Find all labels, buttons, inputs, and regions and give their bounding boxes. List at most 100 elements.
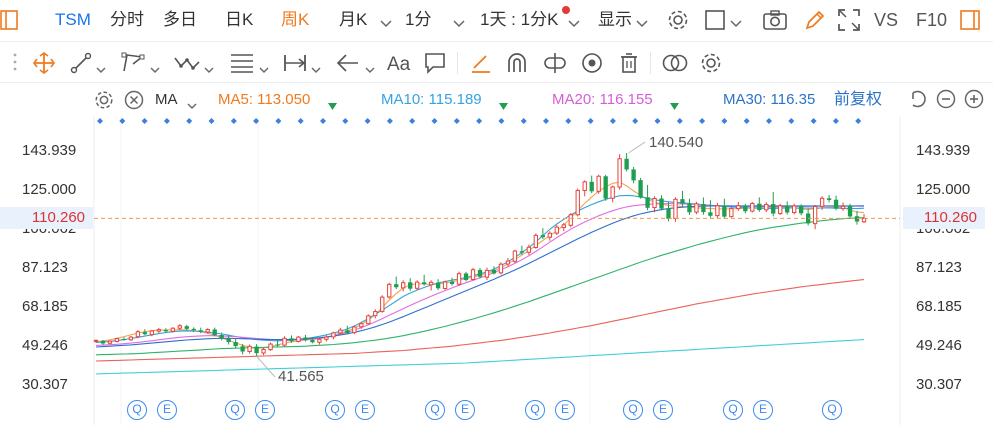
undo-icon[interactable] bbox=[908, 89, 928, 114]
event-marker-e[interactable]: E bbox=[255, 400, 275, 420]
candle-body bbox=[757, 203, 762, 211]
chevron-down-icon[interactable] bbox=[259, 61, 269, 79]
adjust-mode-button[interactable]: 前复权 bbox=[834, 91, 883, 108]
indicator-close-icon[interactable] bbox=[124, 90, 144, 115]
period-tab-multiday[interactable]: 多日 bbox=[163, 10, 197, 29]
dividend-marker bbox=[386, 118, 393, 124]
settings-icon[interactable] bbox=[667, 9, 689, 36]
event-marker-q[interactable]: Q bbox=[127, 400, 147, 420]
trend-line-icon[interactable] bbox=[70, 52, 92, 79]
chevron-down-icon[interactable] bbox=[568, 15, 580, 33]
drag-handle-icon[interactable] bbox=[13, 52, 17, 77]
pen-tool-icon[interactable] bbox=[470, 52, 492, 79]
fullscreen-icon[interactable] bbox=[838, 9, 860, 36]
event-marker-e[interactable]: E bbox=[753, 400, 773, 420]
event-marker-e[interactable]: E bbox=[653, 400, 673, 420]
eye-icon[interactable] bbox=[581, 52, 603, 79]
event-marker-q[interactable]: Q bbox=[822, 400, 842, 420]
symbol-label[interactable]: TSM bbox=[55, 10, 91, 29]
chevron-down-icon[interactable] bbox=[636, 15, 648, 33]
link-icon[interactable] bbox=[543, 52, 567, 79]
draw-settings-icon[interactable] bbox=[700, 52, 722, 79]
zoom-in-icon[interactable] bbox=[964, 89, 984, 114]
candle-body bbox=[100, 340, 106, 344]
event-marker-e[interactable]: E bbox=[455, 400, 475, 420]
camera-icon[interactable] bbox=[763, 10, 787, 35]
candle-body bbox=[638, 180, 643, 198]
wave-tool-icon[interactable] bbox=[174, 52, 200, 79]
multiday-select[interactable]: 1天 : 1分K bbox=[480, 10, 559, 29]
chevron-down-icon[interactable] bbox=[730, 15, 742, 33]
f10-button[interactable]: F10 bbox=[916, 10, 948, 30]
chevron-down-icon[interactable] bbox=[150, 61, 160, 79]
event-marker-q[interactable]: Q bbox=[623, 400, 643, 420]
chevron-down-icon[interactable] bbox=[453, 15, 465, 33]
event-marker-q[interactable]: Q bbox=[325, 400, 345, 420]
trash-icon[interactable] bbox=[618, 52, 640, 79]
event-marker-e[interactable]: E bbox=[157, 400, 177, 420]
cross-move-icon[interactable] bbox=[33, 52, 55, 79]
display-menu[interactable]: 显示 bbox=[598, 10, 632, 29]
candle-body bbox=[847, 206, 853, 217]
sidebar-toggle-icon[interactable] bbox=[0, 10, 18, 30]
candle-body bbox=[596, 175, 601, 192]
period-tab-intraday[interactable]: 分时 bbox=[110, 10, 144, 29]
fibonacci-tool-icon[interactable] bbox=[230, 52, 254, 79]
range-tool-icon[interactable] bbox=[283, 52, 307, 79]
period-tab-weekly[interactable]: 周K bbox=[281, 10, 310, 29]
y-tick-right: 68.185 bbox=[916, 298, 962, 315]
candle-body bbox=[785, 205, 790, 213]
y-tick-left: 125.000 bbox=[22, 181, 77, 198]
indicator-settings-icon[interactable] bbox=[94, 90, 114, 115]
event-marker-q[interactable]: Q bbox=[225, 400, 245, 420]
candle-body bbox=[603, 176, 608, 199]
candle-body bbox=[359, 323, 364, 328]
event-marker-e[interactable]: E bbox=[555, 400, 575, 420]
compare-vs-button[interactable]: VS bbox=[874, 10, 899, 30]
y-tick-left: 143.939 bbox=[22, 142, 77, 159]
triangle-down-icon[interactable] bbox=[499, 97, 508, 115]
event-marker-q[interactable]: Q bbox=[425, 400, 445, 420]
text-tool-icon[interactable]: Aa bbox=[386, 52, 412, 79]
candle-body bbox=[212, 329, 217, 336]
new-dot-icon bbox=[562, 6, 570, 14]
zoom-out-icon[interactable] bbox=[936, 89, 956, 114]
event-marker-e[interactable]: E bbox=[355, 400, 375, 420]
y-tick-left: 68.185 bbox=[22, 298, 68, 315]
candle-body bbox=[666, 208, 671, 219]
layout-square-icon[interactable] bbox=[705, 10, 725, 35]
candle-body bbox=[261, 348, 266, 354]
arrow-tool-icon[interactable] bbox=[336, 52, 360, 79]
chevron-down-icon[interactable] bbox=[311, 61, 321, 79]
candle-body bbox=[205, 328, 210, 333]
event-marker-q[interactable]: Q bbox=[723, 400, 743, 420]
dividend-marker bbox=[208, 118, 215, 124]
dividend-marker bbox=[632, 118, 639, 124]
minute-select[interactable]: 1分 bbox=[405, 10, 432, 29]
chevron-down-icon[interactable] bbox=[204, 61, 214, 79]
dividend-marker bbox=[141, 118, 148, 124]
candle-body bbox=[380, 296, 385, 312]
indicator-name[interactable]: MA bbox=[155, 91, 178, 108]
candle-body bbox=[163, 330, 168, 332]
candle-body bbox=[289, 338, 294, 342]
pencil-icon[interactable] bbox=[804, 9, 826, 36]
chevron-down-icon[interactable] bbox=[96, 61, 106, 79]
chevron-down-icon[interactable] bbox=[380, 15, 392, 33]
candle-body bbox=[114, 338, 120, 342]
triangle-down-icon[interactable] bbox=[328, 97, 337, 115]
candle-body bbox=[652, 198, 657, 209]
candle-body bbox=[282, 337, 287, 346]
chevron-down-icon[interactable] bbox=[365, 61, 375, 79]
candle-body bbox=[303, 337, 308, 341]
period-tab-monthly[interactable]: 月K bbox=[339, 10, 368, 29]
compare-rings-icon[interactable] bbox=[662, 52, 688, 79]
event-marker-q[interactable]: Q bbox=[525, 400, 545, 420]
note-tool-icon[interactable] bbox=[424, 52, 446, 79]
period-tab-daily[interactable]: 日K bbox=[225, 10, 254, 29]
triangle-down-icon[interactable] bbox=[670, 97, 679, 115]
chevron-down-icon[interactable] bbox=[187, 97, 197, 115]
right-panel-toggle-icon[interactable] bbox=[960, 10, 980, 35]
magnet-icon[interactable] bbox=[506, 52, 528, 79]
polyline-tool-icon[interactable] bbox=[121, 52, 145, 79]
